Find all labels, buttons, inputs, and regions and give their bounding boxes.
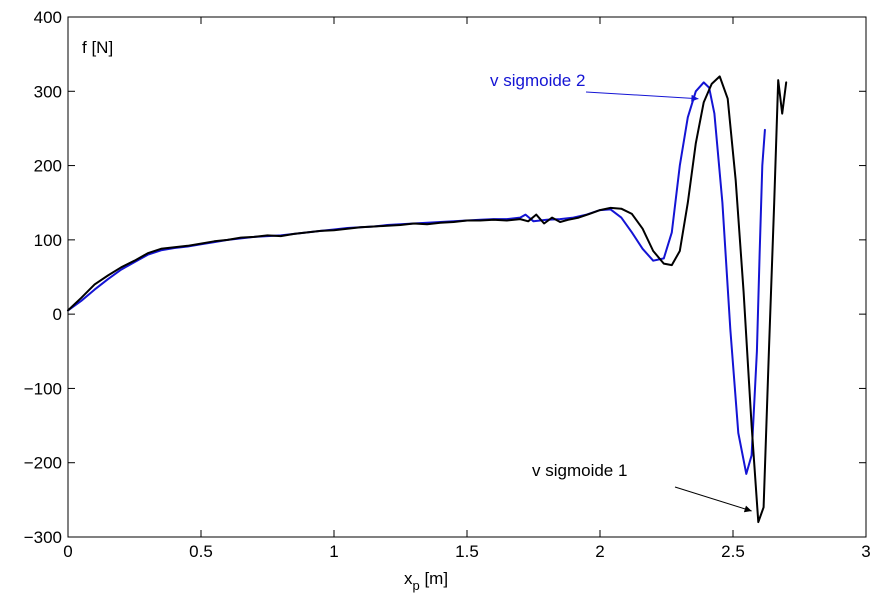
- x-tick-label: 1: [329, 542, 338, 561]
- x-tick-label: 2: [595, 542, 604, 561]
- y-tick-label: 200: [34, 157, 62, 176]
- plot-frame: [67, 16, 867, 538]
- x-axis-label-subscript: p: [413, 578, 420, 593]
- annotation-arrow: [585, 91, 699, 102]
- x-tick-label: 0: [63, 542, 72, 561]
- y-tick-label: −300: [24, 528, 62, 547]
- y-axis: −300 −200 −100 0 100 200 300 400: [24, 8, 866, 547]
- y-tick-label: 100: [34, 231, 62, 250]
- x-axis-label-main: x: [404, 569, 413, 588]
- x-tick-label: 1.5: [455, 542, 479, 561]
- x-axis-label: xp [m]: [404, 569, 448, 593]
- annotations: v sigmoide 2 v sigmoide 1: [490, 71, 752, 513]
- series-line-v-sigmoide-1: [67, 75, 788, 524]
- x-axis: 0 0.5 1 1.5 2 2.5 3: [63, 17, 871, 561]
- y-axis-label: f [N]: [82, 38, 113, 57]
- x-tick-label: 0.5: [189, 542, 213, 561]
- x-tick-label: 3: [861, 542, 870, 561]
- y-tick-label: 400: [34, 8, 62, 27]
- annotation-arrow: [674, 486, 752, 513]
- series-line-v-sigmoide-2: [67, 81, 766, 475]
- y-tick-label: −200: [24, 454, 62, 473]
- series-layer: [67, 75, 788, 524]
- annotation-label: v sigmoide 2: [490, 71, 585, 90]
- y-tick-label: 0: [53, 305, 62, 324]
- y-tick-label: 300: [34, 82, 62, 101]
- y-tick-label: −100: [24, 379, 62, 398]
- x-tick-label: 2.5: [721, 542, 745, 561]
- annotation-label: v sigmoide 1: [532, 461, 627, 480]
- x-axis-label-unit: [m]: [420, 569, 448, 588]
